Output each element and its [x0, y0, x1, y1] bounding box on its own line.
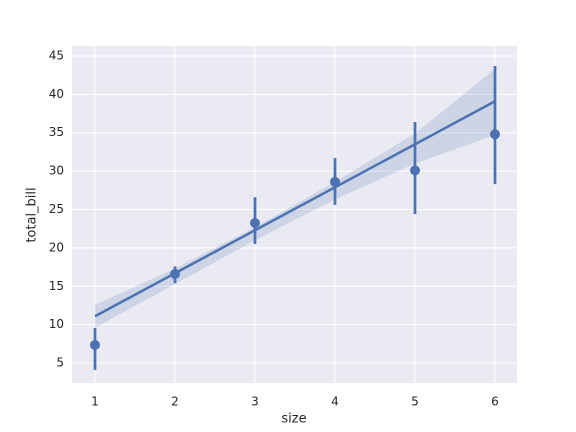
y-tick-label: 30: [49, 164, 64, 178]
y-tick-label: 10: [49, 317, 64, 331]
point: [330, 176, 340, 187]
y-tick-label: 40: [49, 87, 64, 101]
x-tick-label: 2: [171, 395, 179, 409]
point: [250, 218, 260, 229]
x-tick-label: 4: [331, 395, 339, 409]
regression-line: [94, 100, 496, 318]
x-tick-label: 5: [411, 395, 419, 409]
y-tick-label: 25: [49, 202, 64, 216]
plot-area: [72, 46, 517, 383]
x-tick-label: 3: [251, 395, 259, 409]
x-tick-label: 6: [491, 395, 499, 409]
y-tick-label: 15: [49, 279, 64, 293]
point: [90, 340, 100, 351]
point: [490, 129, 500, 140]
y-tick-label: 5: [56, 356, 64, 370]
x-tick-label: 1: [91, 395, 99, 409]
point: [410, 165, 420, 176]
point: [170, 268, 180, 279]
y-tick-label: 45: [49, 48, 64, 62]
y-tick-label: 35: [49, 125, 64, 139]
y-axis-label: total_bill: [25, 187, 40, 242]
x-axis-label: size: [281, 412, 306, 427]
y-tick-label: 20: [49, 240, 64, 254]
